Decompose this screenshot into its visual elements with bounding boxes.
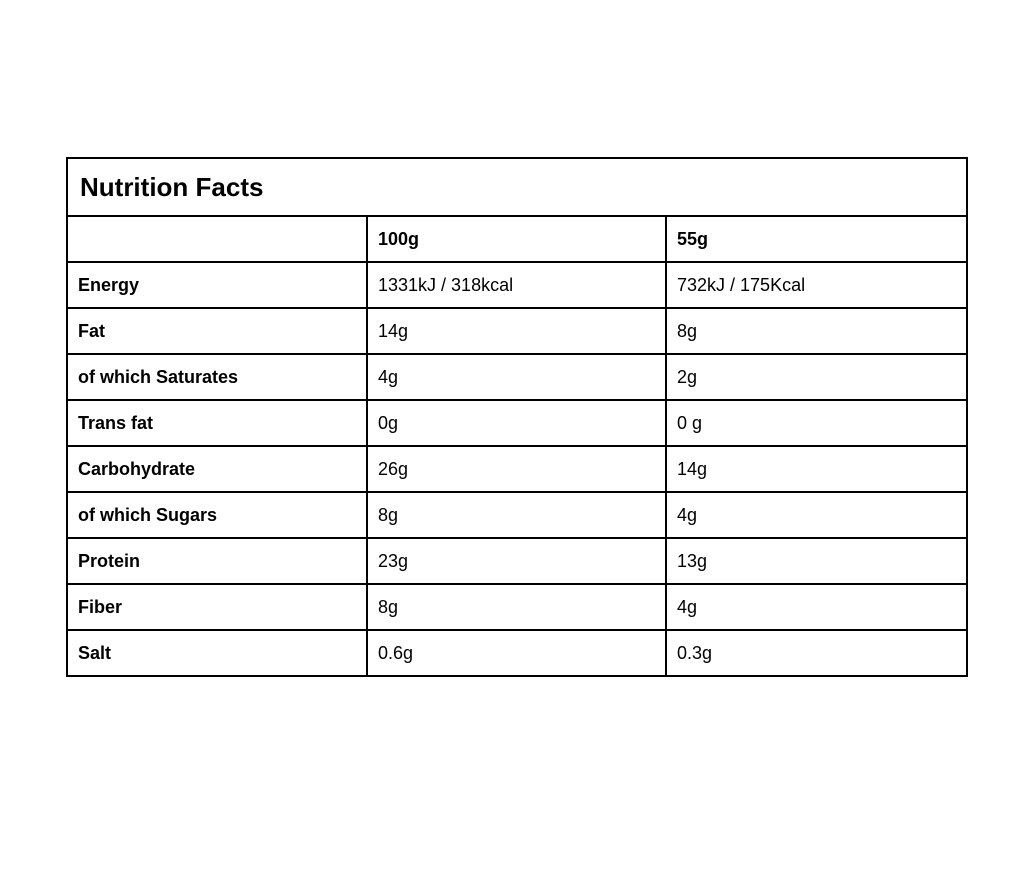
nutrient-value-100g: 1331kJ / 318kcal — [366, 261, 667, 309]
table-row: Protein 23g 13g — [66, 537, 969, 585]
table-row: Fat 14g 8g — [66, 307, 969, 355]
header-label-column — [66, 215, 368, 263]
nutrient-value-55g: 2g — [664, 353, 969, 401]
nutrient-label: Trans fat — [66, 399, 368, 447]
nutrient-value-55g: 0 g — [664, 399, 969, 447]
table-row: Fiber 8g 4g — [66, 583, 969, 631]
nutrient-label: of which Saturates — [66, 353, 368, 401]
table-title-row: Nutrition Facts — [65, 157, 969, 217]
table-row: Carbohydrate 26g 14g — [66, 445, 969, 493]
nutrient-value-100g: 26g — [366, 445, 667, 493]
nutrition-facts-table: Nutrition Facts 100g 55g Energy 1331kJ / … — [65, 157, 969, 677]
table-row: of which Saturates 4g 2g — [66, 353, 969, 401]
header-100g-column: 100g — [366, 215, 667, 263]
table-title: Nutrition Facts — [65, 157, 969, 217]
nutrient-value-100g: 8g — [366, 583, 667, 631]
nutrient-value-55g: 4g — [664, 583, 969, 631]
nutrient-label: Protein — [66, 537, 368, 585]
nutrient-label: Fiber — [66, 583, 368, 631]
nutrient-label: Fat — [66, 307, 368, 355]
nutrient-value-100g: 8g — [366, 491, 667, 539]
nutrient-value-100g: 14g — [366, 307, 667, 355]
nutrient-label: Carbohydrate — [66, 445, 368, 493]
table-row: Energy 1331kJ / 318kcal 732kJ / 175Kcal — [66, 261, 969, 309]
nutrient-value-55g: 0.3g — [664, 629, 969, 677]
nutrient-value-55g: 732kJ / 175Kcal — [664, 261, 969, 309]
nutrient-value-55g: 14g — [664, 445, 969, 493]
header-55g-column: 55g — [664, 215, 969, 263]
nutrient-value-100g: 4g — [366, 353, 667, 401]
nutrient-value-100g: 0.6g — [366, 629, 667, 677]
nutrient-label: Energy — [66, 261, 368, 309]
nutrient-value-100g: 23g — [366, 537, 667, 585]
table-row: of which Sugars 8g 4g — [66, 491, 969, 539]
nutrient-value-100g: 0g — [366, 399, 667, 447]
table-row: Trans fat 0g 0 g — [66, 399, 969, 447]
nutrient-value-55g: 13g — [664, 537, 969, 585]
nutrient-label: Salt — [66, 629, 368, 677]
table-header-row: 100g 55g — [66, 215, 969, 263]
nutrient-label: of which Sugars — [66, 491, 368, 539]
table-row: Salt 0.6g 0.3g — [66, 629, 969, 677]
nutrient-value-55g: 8g — [664, 307, 969, 355]
nutrient-value-55g: 4g — [664, 491, 969, 539]
